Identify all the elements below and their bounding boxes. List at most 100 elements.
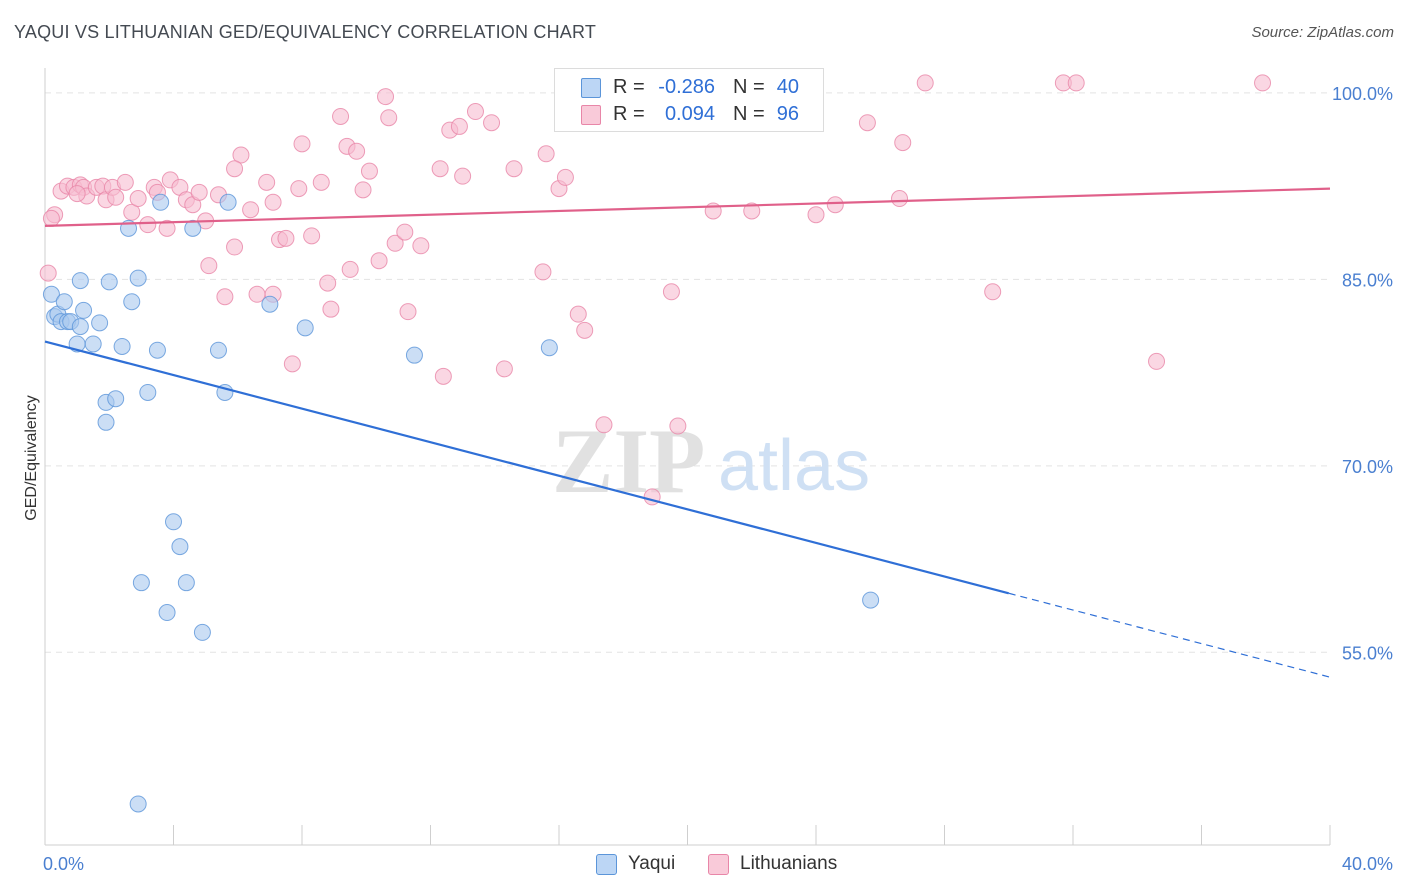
trend-lines <box>44 187 1331 678</box>
lithuanians-point <box>807 206 825 224</box>
lithuanians-point <box>1148 352 1166 370</box>
yaqui-point <box>152 193 170 211</box>
yaqui-point <box>209 341 227 359</box>
yaqui-point <box>123 293 141 311</box>
lithuanians-point <box>450 117 468 135</box>
x-tick-label: 0.0% <box>43 854 84 874</box>
yaqui-point <box>42 285 60 303</box>
lithuanians-point <box>556 168 574 186</box>
yaqui-point <box>75 301 93 319</box>
watermark-atlas: atlas <box>718 426 870 506</box>
lithuanians-point <box>68 185 86 203</box>
lithuanians-point <box>322 300 340 318</box>
source-credit: Source: ZipAtlas.com <box>1251 24 1394 41</box>
yaqui-point <box>193 623 211 641</box>
lithuanians-point <box>466 103 484 121</box>
lithuanians-point <box>116 173 134 191</box>
lithuanians-point <box>293 135 311 153</box>
watermark: ZIP atlas <box>552 410 870 512</box>
lithuanians-point <box>669 417 687 435</box>
lithuanians-point <box>139 216 157 234</box>
lithuanians-point <box>283 355 301 373</box>
yaqui-point <box>171 538 189 556</box>
lithuanians-point <box>595 416 613 434</box>
lithuanians-point <box>984 283 1002 301</box>
lithuanians-point <box>42 209 60 227</box>
tick-labels: 100.0% 85.0% 70.0% 55.0% 0.0% 40.0% <box>43 84 1393 874</box>
lithuanians-point <box>242 201 260 219</box>
lithuanians-point <box>743 202 761 220</box>
lithuanians-point <box>412 237 430 255</box>
yaqui-swatch <box>581 78 601 98</box>
lithuanians-point <box>434 367 452 385</box>
lithuanians-point <box>916 74 934 92</box>
lithuanians-point <box>129 190 147 208</box>
lithuanians-point <box>576 321 594 339</box>
lithuanians-point <box>454 167 472 185</box>
lithuanians-point <box>360 162 378 180</box>
yaqui-point <box>184 219 202 237</box>
lithuanians-point <box>377 88 395 106</box>
lithuanians-point <box>380 109 398 127</box>
lithuanians-point <box>348 142 366 160</box>
lithuanians-point <box>505 160 523 178</box>
lithuanians-point <box>341 260 359 278</box>
yaqui-point <box>55 293 73 311</box>
lithuanians-point <box>1067 74 1085 92</box>
y-axis-label: GED/Equivalency <box>23 395 40 520</box>
lithuanians-point <box>396 223 414 241</box>
yaqui-point <box>113 337 131 355</box>
stat-r-value: 0.094 <box>664 103 715 125</box>
lithuanians-point <box>290 180 308 198</box>
yaqui-point <box>129 269 147 287</box>
stats-row-lithuanians: R = 0.094 N = 96 <box>555 100 823 128</box>
lithuanians-point <box>312 173 330 191</box>
lithuanians-point <box>319 274 337 292</box>
lithuanians-point <box>399 303 417 321</box>
yaqui-point <box>177 574 195 592</box>
lithuanians-swatch <box>581 105 601 125</box>
yaqui-points <box>42 193 880 813</box>
stat-r-label: R = <box>613 103 645 125</box>
lithuanians-point <box>258 173 276 191</box>
axes <box>44 68 1331 846</box>
yaqui-point <box>148 341 166 359</box>
yaqui-legend-swatch <box>596 854 617 875</box>
stat-n-label: N = <box>733 103 765 125</box>
lithuanians-point <box>158 219 176 237</box>
lithuanians-legend-swatch <box>708 854 729 875</box>
lithuanians-point <box>226 238 244 256</box>
lithuanians-point <box>431 160 449 178</box>
lithuanians-point <box>534 263 552 281</box>
lithuanians-point <box>107 188 125 206</box>
lithuanians-point <box>370 252 388 270</box>
yaqui-point <box>405 346 423 364</box>
lithuanians-point <box>826 196 844 214</box>
yaqui-point <box>296 319 314 337</box>
lithuanians-point <box>662 283 680 301</box>
lithuanians-point <box>1254 74 1272 92</box>
stat-n-label: N = <box>733 76 765 98</box>
yaqui-point <box>219 193 237 211</box>
lithuanians-trend-line <box>44 187 1331 227</box>
y-tick-label: 70.0% <box>1342 457 1393 477</box>
y-tick-label: 55.0% <box>1342 643 1393 663</box>
y-tick-label: 85.0% <box>1342 270 1393 290</box>
x-tick-label: 40.0% <box>1342 854 1393 874</box>
yaqui-point <box>91 314 109 332</box>
yaqui-point <box>100 273 118 291</box>
stat-n-value: 40 <box>776 76 799 98</box>
lithuanians-point <box>190 183 208 201</box>
yaqui-point <box>261 295 279 313</box>
lithuanians-point <box>332 107 350 125</box>
lithuanians-point <box>303 227 321 245</box>
yaqui-point <box>71 272 89 290</box>
lithuanians-point <box>264 193 282 211</box>
lithuanians-point <box>226 160 244 178</box>
lithuanians-point <box>123 203 141 221</box>
yaqui-point <box>165 513 182 531</box>
yaqui-point <box>107 390 125 408</box>
legend-label-lithuanians: Lithuanians <box>740 853 838 874</box>
lithuanians-point <box>483 114 501 132</box>
